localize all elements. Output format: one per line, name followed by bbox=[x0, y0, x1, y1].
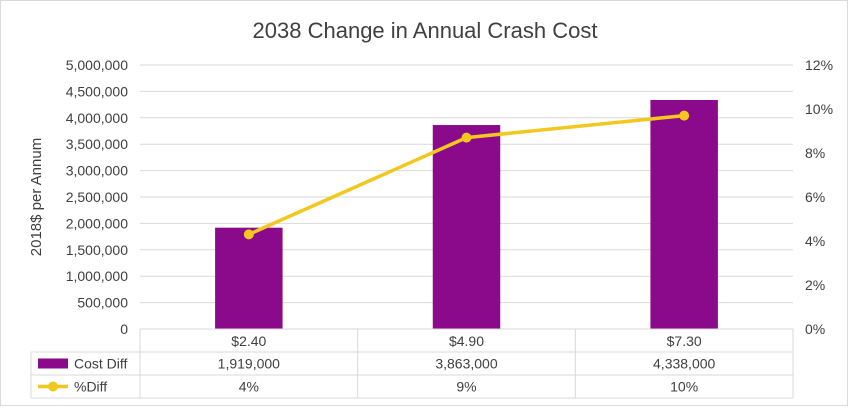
y2-tick-label: 8% bbox=[805, 145, 825, 161]
category-label: $7.30 bbox=[667, 333, 702, 349]
bars bbox=[215, 99, 718, 329]
y-tick-label: 500,000 bbox=[77, 295, 128, 311]
series-name: Cost Diff bbox=[74, 356, 128, 372]
y2-tick-label: 6% bbox=[805, 189, 825, 205]
y-tick-label: 0 bbox=[120, 321, 128, 337]
category-label: $2.40 bbox=[231, 333, 266, 349]
data-label: 1,919,000 bbox=[218, 356, 280, 372]
data-label: 4,338,000 bbox=[653, 356, 715, 372]
y-tick-label: 3,500,000 bbox=[66, 136, 128, 152]
y-tick-label: 4,000,000 bbox=[66, 110, 128, 126]
data-label: 4% bbox=[239, 379, 259, 395]
data-label: 9% bbox=[456, 379, 476, 395]
data-table: $2.40 $4.90 $7.30 Cost Diff 1,919,000 3,863,0… bbox=[30, 328, 794, 399]
series-name: %Diff bbox=[74, 379, 107, 395]
y2-tick-label: 0% bbox=[805, 321, 825, 337]
bar bbox=[432, 125, 501, 329]
data-label: 3,863,000 bbox=[435, 356, 497, 372]
y2-tick-label: 2% bbox=[805, 277, 825, 293]
y-tick-label: 3,000,000 bbox=[66, 163, 128, 179]
y-tick-label: 2,000,000 bbox=[66, 215, 128, 231]
y2-axis-ticks: 0% 2% 4% 6% 8% 10% 12% bbox=[805, 57, 833, 337]
bar bbox=[650, 99, 718, 329]
pct-line bbox=[243, 110, 690, 240]
category-label: $4.90 bbox=[449, 333, 484, 349]
y-tick-label: 5,000,000 bbox=[66, 57, 128, 73]
chart-title: 2038 Change in Annual Crash Cost bbox=[253, 18, 598, 43]
y-axis-ticks: 0 500,000 1,000,000 1,500,000 2,000,000 2,500… bbox=[66, 57, 129, 337]
bar bbox=[215, 227, 283, 329]
line-point bbox=[243, 229, 254, 240]
y-tick-label: 4,500,000 bbox=[66, 83, 128, 99]
y-axis-label: 2018$ per Annum bbox=[28, 138, 45, 256]
legend-swatch-marker bbox=[48, 381, 58, 392]
y-tick-label: 2,500,000 bbox=[66, 189, 128, 205]
data-label: 10% bbox=[670, 379, 698, 395]
line-point bbox=[679, 110, 690, 121]
y2-tick-label: 10% bbox=[805, 101, 833, 117]
line-point bbox=[461, 132, 472, 143]
y-tick-label: 1,500,000 bbox=[66, 242, 128, 258]
y-tick-label: 1,000,000 bbox=[66, 268, 128, 284]
y2-tick-label: 4% bbox=[805, 233, 825, 249]
legend-swatch-bar bbox=[38, 358, 68, 369]
y2-tick-label: 12% bbox=[805, 57, 833, 73]
